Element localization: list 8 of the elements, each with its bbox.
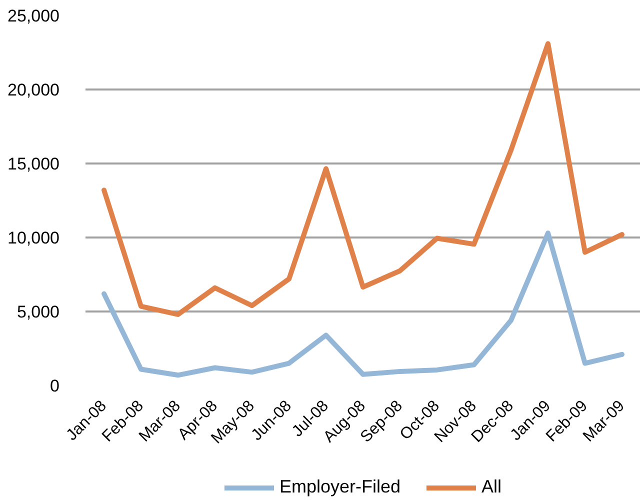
y-tick-label: 15,000 — [8, 154, 60, 174]
legend-label: All — [482, 476, 502, 498]
y-tick-label: 25,000 — [8, 6, 60, 26]
y-tick-label: 10,000 — [8, 228, 60, 248]
y-tick-label: 0 — [50, 376, 60, 396]
y-tick-label: 20,000 — [8, 80, 60, 100]
legend-label: Employer-Filed — [279, 476, 401, 498]
y-tick-label: 5,000 — [16, 302, 60, 322]
